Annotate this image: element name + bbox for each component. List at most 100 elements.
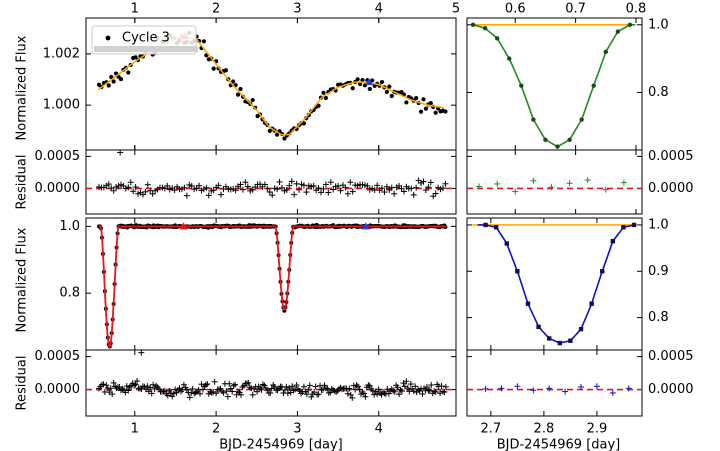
residual-point [239, 186, 246, 193]
bottom-left-ytick-label: 1.0 [59, 219, 80, 234]
residual-point [482, 385, 489, 392]
residual-point [308, 393, 315, 400]
data-point [350, 86, 355, 91]
residual-point [419, 391, 426, 398]
residual-point [359, 389, 366, 396]
eclipse-point [531, 117, 536, 122]
eclipse-point [567, 137, 572, 143]
residual-point [261, 382, 268, 389]
data-point [126, 70, 131, 75]
residual-point [350, 382, 357, 389]
residual-point [281, 387, 288, 394]
ylabel-top-left: Normalized Flux [15, 35, 30, 140]
residual-point [284, 390, 291, 397]
eclipse-point [589, 301, 594, 306]
top-left-xtick-label: 2 [212, 2, 220, 17]
residual-point [197, 390, 204, 397]
residual-point [399, 388, 406, 395]
eclipse-point [546, 336, 552, 341]
residual-point [530, 177, 537, 184]
top-left-residual-ytick-label: 0.0000 [35, 181, 81, 196]
eclipse-point [507, 56, 512, 61]
residual-point [337, 384, 344, 391]
residual-point [425, 184, 432, 191]
residual-point [344, 390, 351, 397]
residual-point [325, 189, 332, 196]
residual-point [171, 187, 178, 194]
eclipse-point [627, 22, 633, 27]
data-point [379, 79, 385, 85]
data-point [370, 78, 375, 83]
residual-point [283, 383, 290, 390]
bottom-right-residual-frame [466, 349, 643, 417]
residual-point [300, 182, 307, 189]
residual-point [407, 381, 414, 388]
top-right-frame [466, 17, 643, 151]
residual-point [147, 384, 154, 391]
data-point [274, 132, 280, 137]
residual-point [156, 385, 163, 392]
residual-outlier [138, 349, 145, 356]
residual-point [288, 178, 295, 185]
data-point [133, 55, 138, 60]
residual-point [311, 389, 318, 396]
residual-point [375, 386, 382, 393]
residual-point [170, 390, 177, 397]
top-left-ytick-label: 1.002 [43, 46, 80, 61]
residual-point [548, 184, 555, 191]
residual-point [397, 386, 404, 393]
residual-point [226, 380, 233, 387]
eclipse-point [543, 137, 548, 143]
residual-point [144, 383, 151, 390]
data-point [106, 83, 111, 88]
eclipse-point [536, 324, 541, 330]
residual-point [315, 185, 322, 192]
residual-point [217, 191, 224, 198]
residual-point [383, 183, 390, 190]
residual-point [546, 385, 553, 392]
eclipse-point [557, 340, 563, 346]
residual-point [413, 184, 420, 191]
data-point [109, 74, 114, 80]
eclipse-point [578, 326, 584, 332]
data-point [211, 66, 216, 71]
data-point [235, 92, 241, 97]
residual-point [400, 188, 407, 195]
residual-point [100, 381, 107, 388]
residual-point [422, 387, 429, 394]
residual-point [199, 386, 206, 393]
residual-point [432, 190, 439, 197]
residual-point [109, 391, 116, 398]
eclipse-point [579, 117, 584, 122]
residual-point [269, 192, 276, 199]
residual-point [337, 187, 344, 194]
residual-point [439, 388, 446, 395]
eclipse-curve [472, 23, 635, 148]
residual-point [420, 178, 427, 185]
residual-point [609, 389, 616, 396]
residual-point [205, 192, 212, 199]
residual-point [438, 382, 445, 389]
residual-point [267, 390, 274, 397]
residual-point [183, 192, 190, 199]
residual-point [353, 382, 360, 389]
residual-point [239, 384, 246, 391]
residual-point [530, 387, 537, 394]
residual-point [258, 386, 265, 393]
legend-shadow [94, 46, 198, 52]
data-point [118, 77, 124, 82]
top-left-xtick-label: 3 [293, 2, 301, 17]
eclipse-curve [477, 224, 636, 344]
residual-point [127, 179, 134, 186]
residual-point [391, 388, 398, 395]
data-point [384, 89, 389, 95]
data-point [389, 93, 394, 99]
residual-point [322, 181, 329, 188]
residual-point [215, 182, 222, 189]
data-point [238, 86, 243, 92]
residual-point [355, 383, 362, 390]
residual-point [349, 188, 356, 195]
residual-point [105, 181, 112, 188]
residual-point [237, 391, 244, 398]
legend [91, 25, 198, 55]
